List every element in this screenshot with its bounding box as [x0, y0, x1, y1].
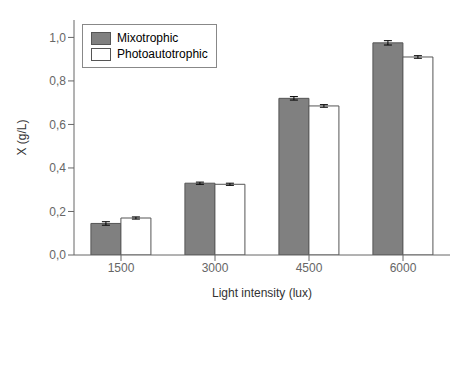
- svg-text:X (g/L): X (g/L): [15, 119, 29, 155]
- svg-text:0,8: 0,8: [49, 74, 66, 88]
- svg-text:6000: 6000: [390, 261, 417, 275]
- svg-text:0,2: 0,2: [49, 205, 66, 219]
- svg-text:1,0: 1,0: [49, 31, 66, 45]
- svg-text:0,4: 0,4: [49, 161, 66, 175]
- svg-text:4500: 4500: [296, 261, 323, 275]
- svg-text:0,6: 0,6: [49, 118, 66, 132]
- svg-text:3000: 3000: [202, 261, 229, 275]
- svg-text:0,0: 0,0: [49, 248, 66, 262]
- svg-text:Light intensity (lux): Light intensity (lux): [212, 286, 312, 300]
- html-text:Mixotrophic: Mixotrophic: [117, 31, 179, 45]
- html-text:Photoautotrophic: Photoautotrophic: [117, 47, 208, 61]
- svg-text:1500: 1500: [108, 261, 135, 275]
